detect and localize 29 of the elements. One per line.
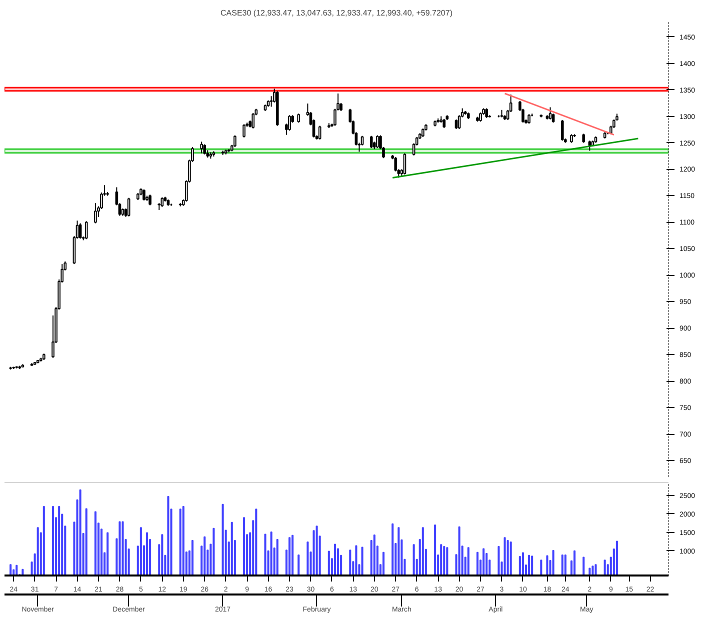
candlestick bbox=[479, 112, 482, 122]
candlestick bbox=[297, 113, 300, 124]
candlestick bbox=[252, 112, 255, 129]
candlestick bbox=[403, 152, 406, 176]
candlestick bbox=[376, 134, 379, 149]
candlestick bbox=[94, 202, 97, 224]
candlestick bbox=[160, 196, 164, 208]
candlestick bbox=[148, 194, 152, 206]
candlestick bbox=[582, 133, 586, 144]
candlestick bbox=[454, 118, 458, 130]
candlestick bbox=[485, 108, 488, 118]
candlestick bbox=[588, 140, 592, 152]
candlestick bbox=[84, 220, 88, 240]
candlestick bbox=[142, 188, 146, 201]
candlestick bbox=[370, 135, 373, 149]
candlestick bbox=[242, 124, 246, 138]
candlestick bbox=[270, 96, 273, 108]
candlestick bbox=[127, 197, 130, 217]
candlestick bbox=[318, 125, 322, 140]
candlestick bbox=[200, 141, 203, 154]
candlestick bbox=[548, 106, 552, 120]
candlestick bbox=[560, 119, 564, 142]
candlestick bbox=[394, 156, 398, 172]
candlestick bbox=[288, 114, 291, 132]
candlestick bbox=[528, 114, 530, 124]
candlestick bbox=[442, 118, 446, 128]
candlestick bbox=[203, 144, 206, 155]
chart-title: CASE30 (12,933.47, 13,047.63, 12,933.47, 12,993.40, +59.7207) bbox=[220, 8, 453, 18]
candlestick bbox=[234, 134, 236, 148]
